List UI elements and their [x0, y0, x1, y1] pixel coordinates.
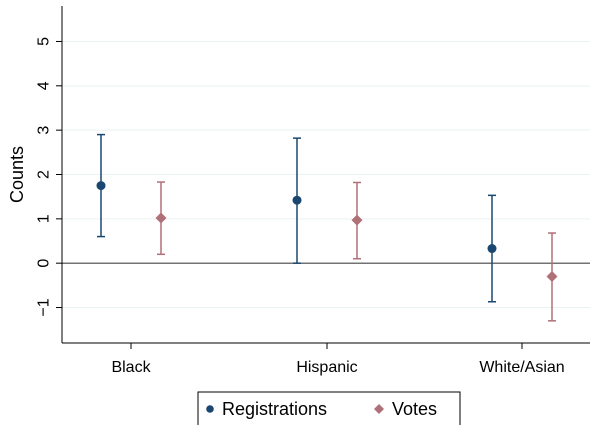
series-layer: [96, 133, 558, 322]
legend-label-votes: Votes: [392, 399, 437, 419]
x-tick-label: Black: [111, 359, 151, 376]
y-tick-label: 3: [36, 126, 53, 135]
series-votes: [155, 181, 558, 322]
gridlines: [62, 40, 590, 309]
votes-point: [351, 214, 363, 226]
legend-label-registrations: Registrations: [222, 399, 327, 419]
registrations-point: [292, 195, 302, 205]
registrations-point: [487, 244, 497, 254]
registrations-point: [96, 181, 106, 191]
legend: Registrations Votes: [197, 391, 461, 425]
legend-marker-votes: [374, 404, 384, 414]
x-tick-label: White/Asian: [479, 359, 564, 376]
y-axis-title: Counts: [7, 146, 27, 203]
votes-point: [155, 212, 167, 224]
y-tick-label: 2: [36, 170, 53, 179]
x-tick-label: Hispanic: [296, 359, 357, 376]
y-tick-label: 4: [36, 81, 53, 90]
legend-box: [197, 391, 461, 425]
y-ticks: −1 0 1 2 3 4 5: [36, 37, 62, 317]
y-tick-label: 1: [36, 214, 53, 223]
votes-point: [546, 270, 558, 282]
y-tick-label: 0: [36, 259, 53, 268]
legend-marker-registrations: [206, 405, 214, 413]
y-tick-label: −1: [36, 298, 53, 316]
y-tick-label: 5: [36, 37, 53, 46]
series-registrations: [96, 133, 497, 303]
x-ticks: Black Hispanic White/Asian: [111, 343, 565, 376]
